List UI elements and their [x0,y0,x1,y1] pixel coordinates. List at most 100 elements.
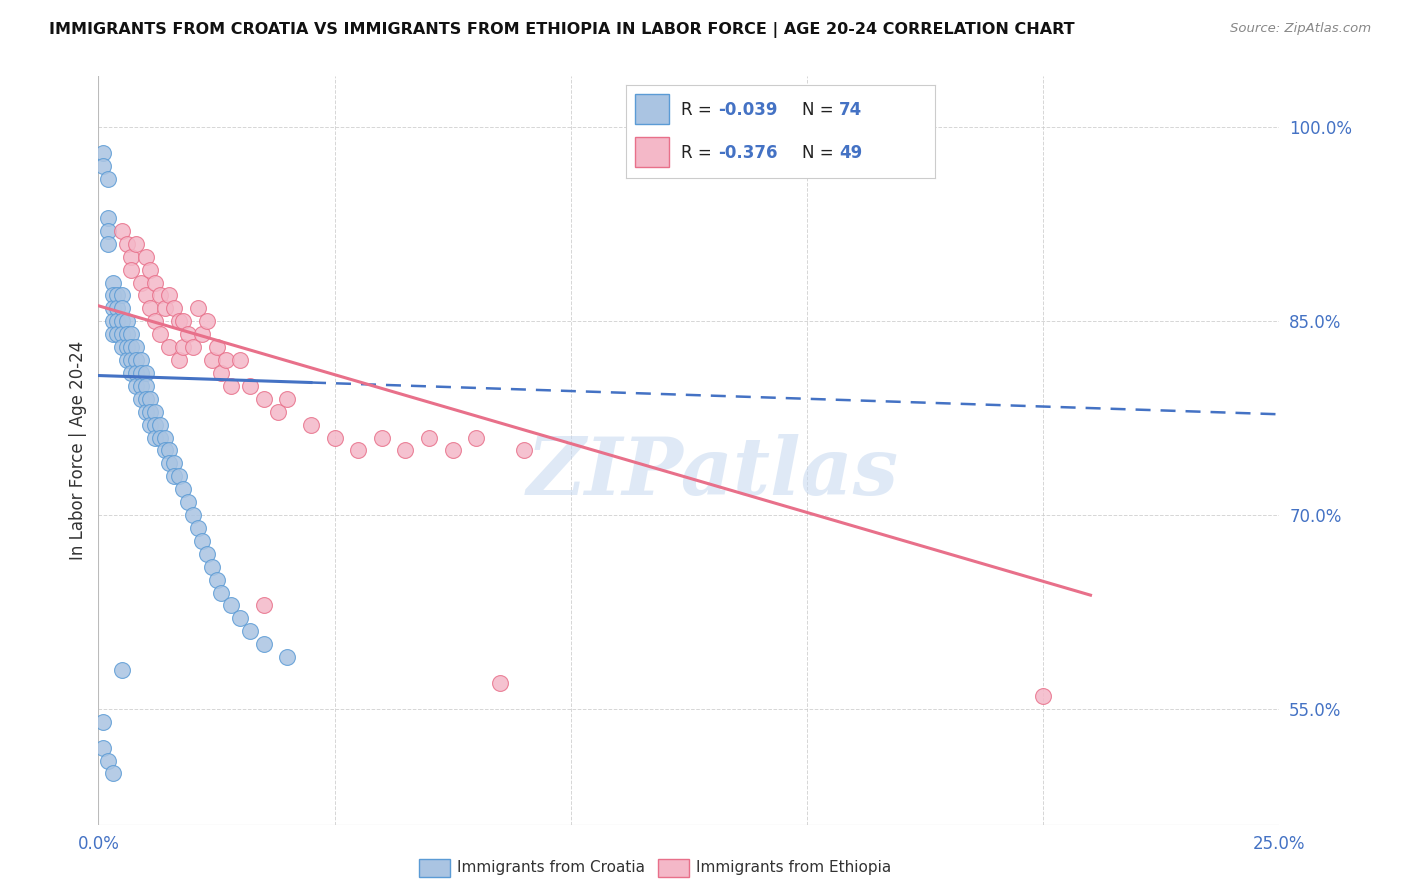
Point [121,262,143,277]
Point [371,431,394,445]
Point [276,392,298,406]
Point [347,443,370,458]
Point [139,392,162,406]
Point [163,301,186,316]
Point [219,599,242,613]
Text: Source: ZipAtlas.com: Source: ZipAtlas.com [1230,22,1371,36]
Point [135,250,157,264]
Point [139,301,162,316]
Point [157,340,180,354]
Point [167,314,190,328]
Point [129,392,152,406]
Point [135,366,157,380]
Point [177,327,200,342]
Point [97,211,120,225]
Point [167,469,190,483]
Point [163,456,186,470]
Point [143,405,166,419]
Point [253,637,276,651]
Point [394,443,416,458]
Point [111,327,134,342]
Point [239,379,262,393]
Point [111,340,134,354]
Point [105,327,128,342]
Point [139,405,162,419]
Bar [636,95,669,124]
Point [512,443,534,458]
Point [135,392,157,406]
Point [101,301,124,316]
Point [101,276,124,290]
Point [115,353,138,368]
Point [121,327,143,342]
Point [115,327,138,342]
Point [201,353,224,368]
Point [195,314,218,328]
Point [125,353,148,368]
Point [163,469,186,483]
Point [172,482,194,496]
Point [276,650,298,665]
Point [229,353,252,368]
Text: R =: R = [682,101,717,119]
Point [418,431,440,445]
Point [153,301,176,316]
Point [105,301,128,316]
Point [139,417,162,432]
Text: 74: 74 [839,101,862,119]
Point [115,236,138,251]
Point [191,327,214,342]
Point [187,301,209,316]
Text: Immigrants from Croatia: Immigrants from Croatia [457,860,645,874]
Point [105,288,128,302]
Text: N =: N = [801,101,839,119]
Point [129,353,152,368]
Point [201,559,224,574]
Point [191,533,214,548]
Point [143,431,166,445]
Point [97,754,120,768]
Point [121,340,143,354]
Point [115,340,138,354]
Point [167,353,190,368]
Point [181,508,204,522]
Point [111,314,134,328]
Point [149,417,172,432]
Point [105,314,128,328]
Text: -0.039: -0.039 [718,101,778,119]
Text: IMMIGRANTS FROM CROATIA VS IMMIGRANTS FROM ETHIOPIA IN LABOR FORCE | AGE 20-24 C: IMMIGRANTS FROM CROATIA VS IMMIGRANTS FR… [49,22,1074,38]
Point [97,224,120,238]
Point [111,288,134,302]
Point [135,379,157,393]
Point [205,573,228,587]
Point [101,327,124,342]
Point [187,521,209,535]
Point [157,443,180,458]
Point [91,146,114,161]
Bar [636,137,669,167]
Point [215,353,238,368]
Point [157,456,180,470]
Point [157,288,180,302]
Point [253,599,276,613]
Point [101,766,124,780]
Point [111,663,134,677]
Point [149,431,172,445]
Point [125,379,148,393]
Y-axis label: In Labor Force | Age 20-24: In Labor Force | Age 20-24 [69,341,87,560]
Point [125,366,148,380]
Text: R =: R = [682,145,717,162]
Text: Immigrants from Ethiopia: Immigrants from Ethiopia [696,860,891,874]
Point [121,353,143,368]
Point [101,314,124,328]
Point [115,314,138,328]
Point [129,276,152,290]
Point [441,443,464,458]
Point [465,431,488,445]
Point [97,172,120,186]
Point [209,585,232,599]
Point [125,236,148,251]
Point [91,714,114,729]
Point [125,340,148,354]
Text: -0.376: -0.376 [718,145,778,162]
